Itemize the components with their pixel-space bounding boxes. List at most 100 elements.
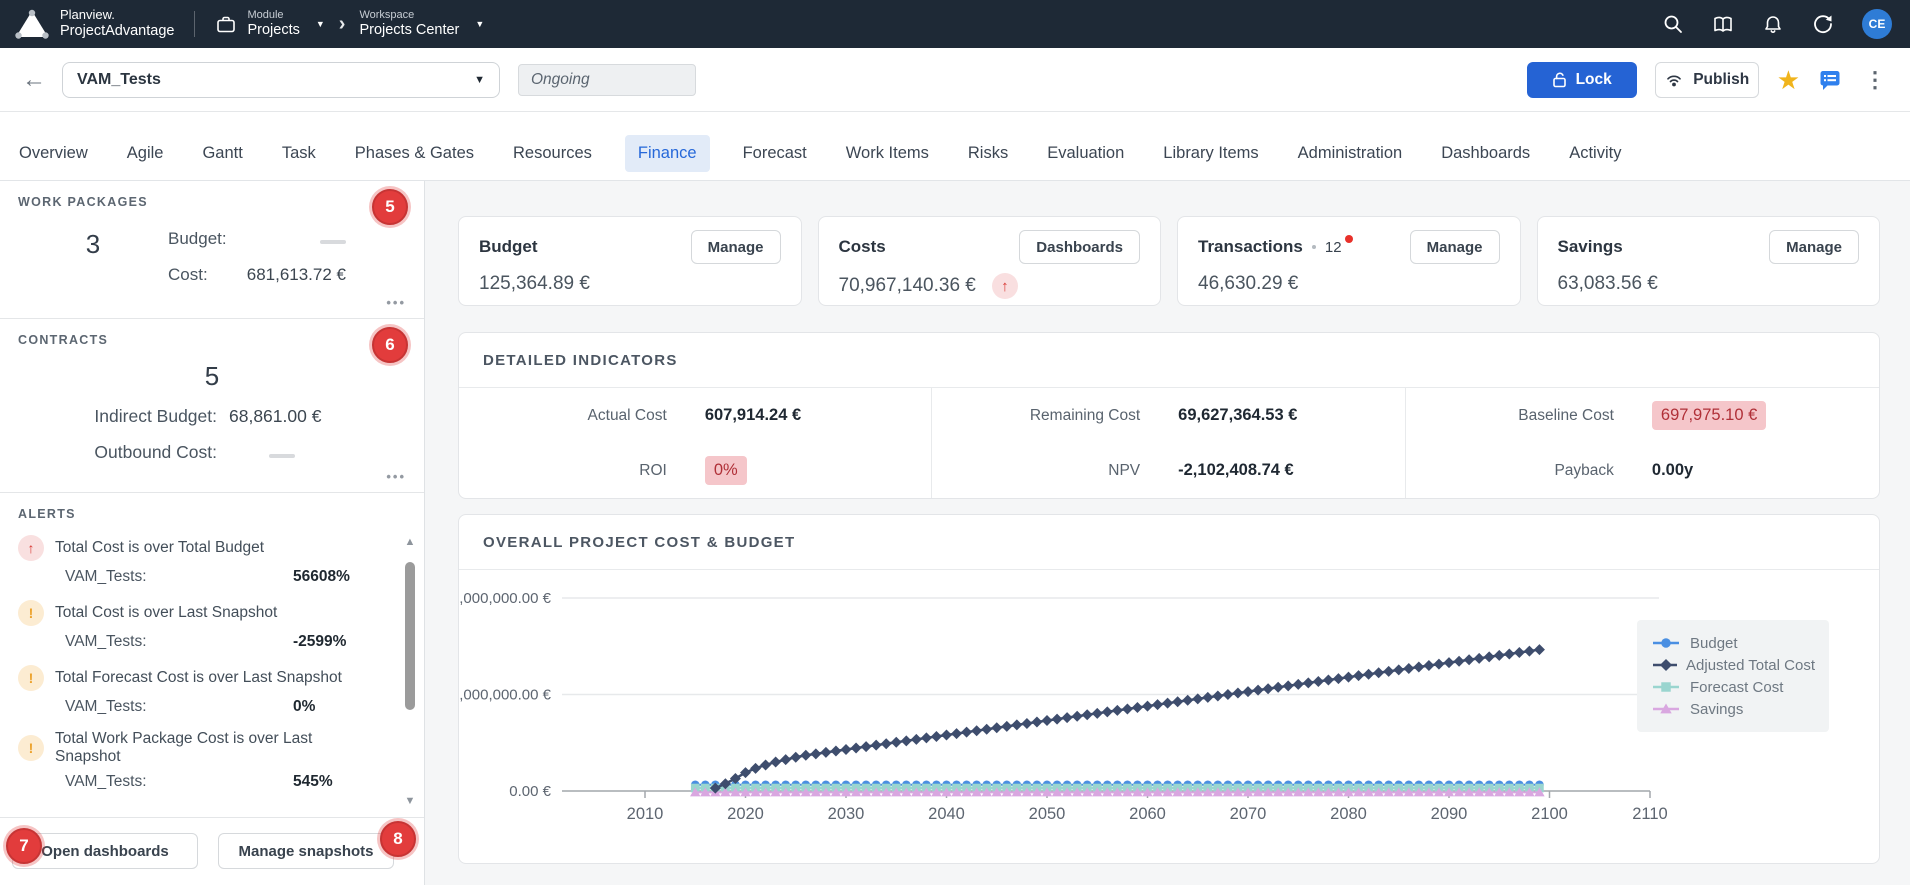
summary-cards-row: Budget Manage 125,364.89 € Costs Dashboa… [458,216,1880,306]
brand-line-2: ProjectAdvantage [60,23,174,40]
transactions-card: Transactions 12 Manage 46,630.29 € [1177,216,1521,306]
svg-text:20,000,000.00 €: 20,000,000.00 € [459,590,552,607]
cost-budget-chart: 0.00 €10,000,000.00 €20,000,000.00 €2010… [459,570,1879,864]
favorite-star-icon[interactable]: ★ [1777,67,1800,93]
lock-button-label: Lock [1576,71,1612,89]
budget-card-value: 125,364.89 € [479,273,781,295]
alerts-scrollbar[interactable]: ▲ ▼ [402,537,418,807]
svg-text:2050: 2050 [1029,805,1066,823]
alert-item[interactable]: ! Total Cost is over Last Snapshot VAM_T… [18,600,372,651]
contracts-more-options-button[interactable]: ••• [386,469,406,484]
tab-finance[interactable]: Finance [625,135,710,172]
search-icon[interactable] [1662,13,1684,35]
back-arrow-icon[interactable]: ← [22,66,46,94]
step-badge-5: 5 [372,189,408,225]
more-menu-kebab-icon[interactable]: ⋮ [1860,69,1890,91]
transactions-count: 12 [1325,239,1342,256]
module-value: Projects [247,22,299,39]
notification-dot [1345,235,1353,243]
svg-text:2080: 2080 [1330,805,1367,823]
budget-manage-button[interactable]: Manage [691,230,781,264]
alert-title: Total Cost is over Total Budget [55,539,264,557]
transactions-card-title: Transactions [1198,237,1303,257]
workspace-selector[interactable]: Workspace Projects Center ▼ [359,9,484,38]
workspace-label: Workspace [359,9,459,22]
detailed-indicators-panel: DETAILED INDICATORS Actual Cost 607,914.… [458,332,1880,499]
savings-manage-button[interactable]: Manage [1769,230,1859,264]
project-status-field[interactable]: Ongoing [518,64,696,96]
scrollbar-thumb[interactable] [405,562,415,710]
tab-risks[interactable]: Risks [962,135,1014,172]
lock-button[interactable]: Lock [1527,62,1637,98]
chart-legend: BudgetAdjusted Total CostForecast CostSa… [1637,620,1829,732]
unlock-icon [1552,71,1567,88]
tab-dashboards[interactable]: Dashboards [1435,135,1536,172]
project-header-bar: ← VAM_Tests ▼ Ongoing Lock Publish ★ [0,48,1910,112]
tab-agile[interactable]: Agile [121,135,170,172]
alert-item[interactable]: ! Total Forecast Cost is over Last Snaps… [18,665,372,716]
indicator-value: 607,914.24 € [705,406,801,425]
user-avatar[interactable]: CE [1862,9,1892,39]
cost-trend-up-icon: ↑ [992,273,1018,299]
step-badge-6: 6 [372,327,408,363]
indicator-label: NPV [932,462,1140,480]
tab-gantt[interactable]: Gantt [196,135,248,172]
alert-item[interactable]: ↑ Total Cost is over Total Budget VAM_Te… [18,535,372,586]
work-packages-more-options-button[interactable]: ••• [386,295,406,310]
step-badge-7: 7 [6,828,42,864]
legend-triangle-marker-icon [1651,702,1681,716]
svg-text:0.00 €: 0.00 € [509,783,551,800]
transactions-manage-button[interactable]: Manage [1410,230,1500,264]
sidebar-footer: Open dashboards Manage snapshots 7 8 [0,818,424,885]
planview-logo[interactable]: Planview. ProjectAdvantage [14,8,174,40]
tab-task[interactable]: Task [276,135,322,172]
module-caret-down-icon: ▼ [316,19,325,29]
tab-administration[interactable]: Administration [1292,135,1409,172]
work-packages-section: WORK PACKAGES 5 3 Budget: Cost: 681,613.… [0,181,424,319]
tab-evaluation[interactable]: Evaluation [1041,135,1130,172]
manage-snapshots-button[interactable]: Manage snapshots [218,833,394,869]
savings-card-value: 63,083.56 € [1558,273,1860,295]
budget-label: Budget: [168,229,227,249]
empty-value-dash [269,454,295,458]
scroll-down-icon[interactable]: ▼ [405,796,416,807]
tab-library-items[interactable]: Library Items [1157,135,1264,172]
tab-overview[interactable]: Overview [13,135,94,172]
tab-phases-gates[interactable]: Phases & Gates [349,135,480,172]
tab-work-items[interactable]: Work Items [840,135,935,172]
tab-activity[interactable]: Activity [1563,135,1627,172]
module-selector[interactable]: Module Projects ▼ [215,9,324,38]
workspace-value: Projects Center [359,22,459,39]
transactions-card-value: 46,630.29 € [1198,273,1500,295]
notes-comment-icon[interactable] [1818,69,1842,91]
notifications-bell-icon[interactable] [1762,13,1784,35]
tab-forecast[interactable]: Forecast [737,135,813,172]
warning-alert-icon: ! [18,600,44,626]
tab-resources[interactable]: Resources [507,135,598,172]
legend-label: Budget [1690,635,1738,652]
refresh-icon[interactable] [1812,13,1834,35]
legend-label: Savings [1690,701,1743,718]
svg-text:2070: 2070 [1230,805,1267,823]
indicator-label: Payback [1406,462,1614,480]
finance-sidebar: WORK PACKAGES 5 3 Budget: Cost: 681,613.… [0,181,425,885]
scroll-up-icon[interactable]: ▲ [405,537,416,548]
indicator-label: Remaining Cost [932,407,1140,425]
alert-item[interactable]: ! Total Work Package Cost is over Last S… [18,730,372,791]
project-select-dropdown[interactable]: VAM_Tests ▼ [62,62,500,98]
module-tab-bar: Overview Agile Gantt Task Phases & Gates… [0,112,1910,180]
indicator-value: 69,627,364.53 € [1178,406,1297,425]
alerts-title: ALERTS [18,507,406,521]
outbound-cost-label: Outbound Cost: [57,442,217,463]
legend-item: Budget [1651,633,1815,653]
alert-value: 545% [293,773,333,791]
alert-title: Total Cost is over Last Snapshot [55,604,277,622]
scrollbar-track[interactable] [405,554,415,790]
costs-dashboards-button[interactable]: Dashboards [1019,230,1140,264]
planview-triangle-logo-icon [14,8,50,40]
svg-text:2010: 2010 [627,805,664,823]
empty-value-dash [320,240,346,244]
publish-button[interactable]: Publish [1655,62,1759,98]
help-book-icon[interactable] [1712,13,1734,35]
warning-alert-icon: ! [18,665,44,691]
